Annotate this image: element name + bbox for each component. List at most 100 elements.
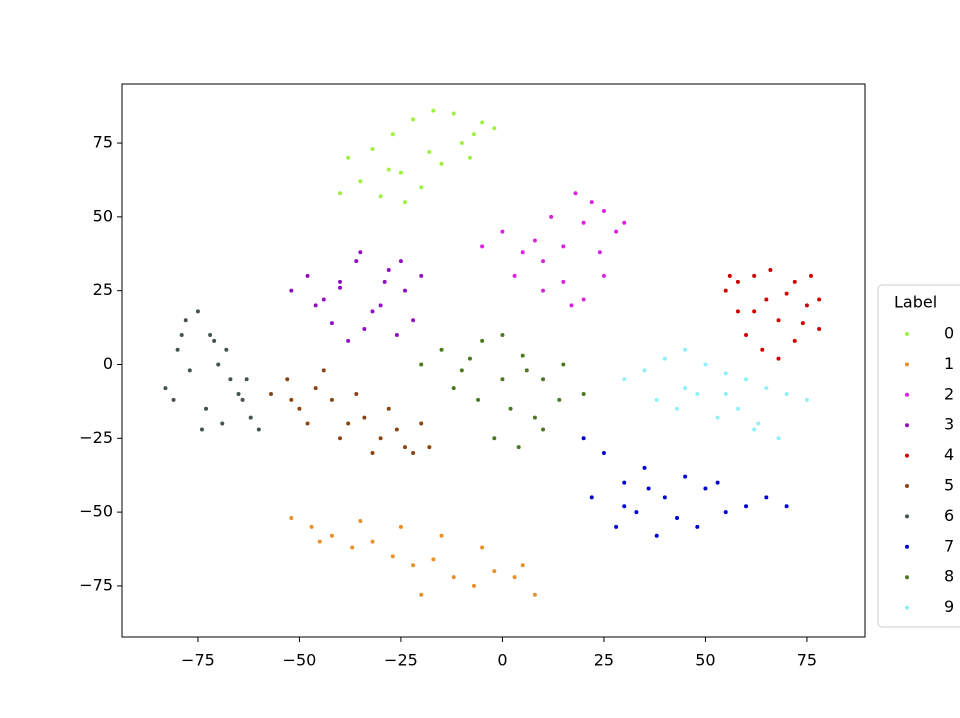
legend-marker [905, 605, 909, 610]
legend-label: 6 [944, 506, 954, 525]
point [398, 170, 403, 175]
point [642, 465, 647, 470]
legend-label: 0 [944, 324, 954, 343]
point [646, 486, 651, 491]
point [411, 451, 416, 456]
point [768, 268, 773, 273]
point [634, 510, 639, 515]
point [622, 504, 627, 509]
point [492, 436, 497, 441]
legend-title: Label [894, 293, 937, 312]
point [398, 259, 403, 264]
point [285, 377, 290, 382]
point [378, 194, 383, 199]
legend-label: 4 [944, 445, 954, 464]
legend-marker [905, 544, 909, 549]
point [338, 191, 343, 196]
y-tick-label: 0 [103, 354, 113, 373]
point [338, 285, 343, 290]
point [557, 397, 562, 402]
point [382, 279, 387, 284]
point [459, 368, 464, 373]
point [329, 397, 334, 402]
point [439, 161, 444, 166]
point [390, 554, 395, 559]
legend-label: 3 [944, 415, 954, 434]
y-tick-label: 75 [93, 133, 113, 152]
point [386, 406, 391, 411]
point [378, 303, 383, 308]
point [370, 539, 375, 544]
legend-marker [905, 575, 909, 580]
point [480, 338, 485, 343]
point [472, 583, 477, 588]
point [792, 338, 797, 343]
point [532, 238, 537, 243]
point [175, 347, 180, 352]
point [622, 377, 627, 382]
point [386, 167, 391, 172]
point [467, 356, 472, 361]
point [675, 406, 680, 411]
point [480, 120, 485, 125]
point [402, 200, 407, 205]
legend-marker [905, 423, 909, 428]
point [269, 392, 274, 397]
point [756, 421, 761, 426]
point [427, 445, 432, 450]
legend-label: 1 [944, 354, 954, 373]
point [370, 451, 375, 456]
point [512, 273, 517, 278]
point [764, 495, 769, 500]
point [723, 288, 728, 293]
legend-marker [905, 392, 909, 397]
point [305, 273, 310, 278]
y-tick-label: 25 [93, 280, 113, 299]
point [683, 386, 688, 391]
point [289, 397, 294, 402]
point [411, 318, 416, 323]
x-tick-label: 0 [497, 651, 507, 670]
point [195, 309, 200, 314]
point [419, 421, 424, 426]
point [199, 427, 204, 432]
point [228, 377, 233, 382]
point [240, 397, 245, 402]
legend-marker [905, 514, 909, 519]
point [289, 516, 294, 521]
point [792, 279, 797, 284]
point [216, 362, 221, 367]
point [313, 386, 318, 391]
point [508, 406, 513, 411]
point [439, 533, 444, 538]
point [589, 495, 594, 500]
point [735, 406, 740, 411]
point [784, 392, 789, 397]
point [220, 421, 225, 426]
point [662, 356, 667, 361]
point [695, 524, 700, 529]
point [561, 362, 566, 367]
point [569, 303, 574, 308]
point [683, 474, 688, 479]
legend-label: 5 [944, 476, 954, 495]
y-tick-label: −25 [79, 428, 113, 447]
legend-marker [905, 362, 909, 367]
x-tick-label: −25 [384, 651, 418, 670]
point [614, 524, 619, 529]
point [512, 575, 517, 580]
point [723, 392, 728, 397]
point [329, 321, 334, 326]
y-tick-label: −75 [79, 575, 113, 594]
point [764, 297, 769, 302]
point [561, 244, 566, 249]
point [715, 480, 720, 485]
point [419, 185, 424, 190]
point [362, 327, 367, 332]
point [581, 392, 586, 397]
legend-label: 2 [944, 384, 954, 403]
point [451, 575, 456, 580]
point [362, 415, 367, 420]
point [744, 377, 749, 382]
